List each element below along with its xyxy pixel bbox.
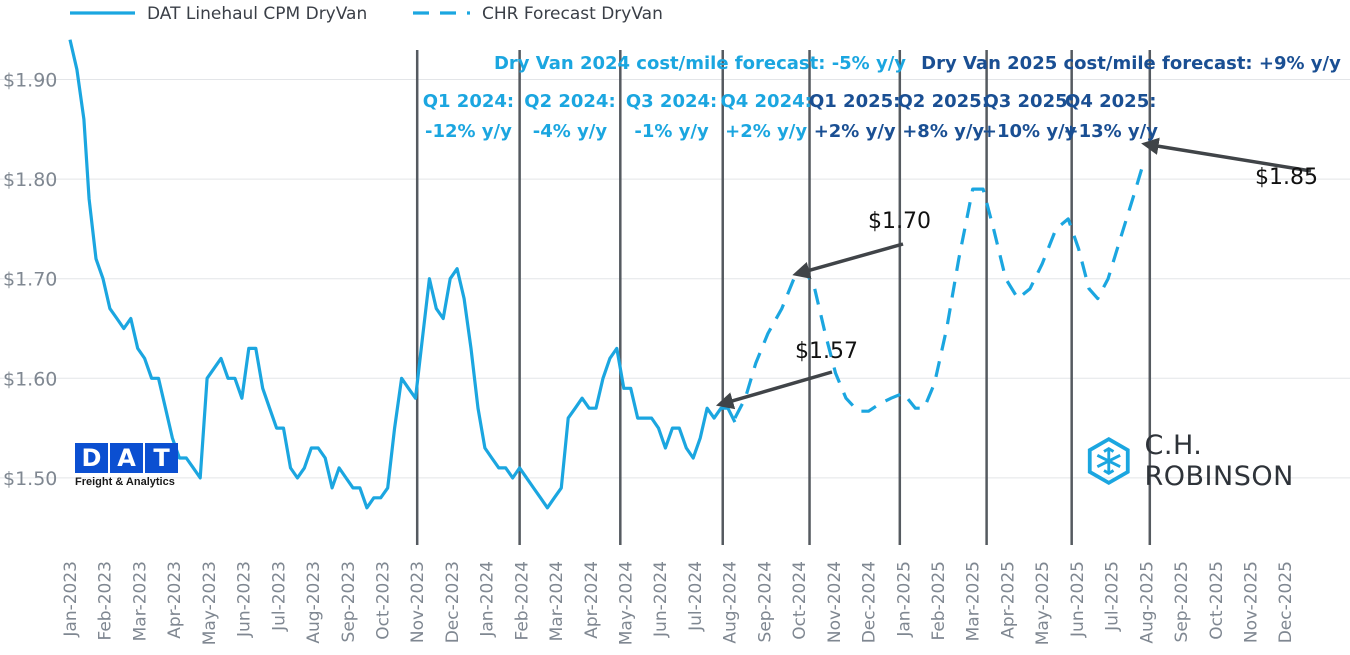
y-tick-label: $1.50 xyxy=(3,468,57,490)
x-tick-label: Jun-2024 xyxy=(651,561,671,638)
quarter-label: Q1 2024: xyxy=(423,91,514,112)
x-tick-label: Feb-2023 xyxy=(96,561,116,641)
annotation-label: $1.57 xyxy=(795,339,858,364)
x-tick-label: Apr-2025 xyxy=(998,561,1018,639)
x-tick-label: Mar-2023 xyxy=(130,561,150,641)
x-tick-label: Sep-2024 xyxy=(755,561,775,642)
legend: DAT Linehaul CPM DryVan CHR Forecast DryV… xyxy=(70,4,663,24)
x-tick-label: Oct-2023 xyxy=(373,561,393,640)
quarter-change: -1% y/y xyxy=(634,121,709,142)
annotation-label: $1.85 xyxy=(1255,165,1318,190)
x-tick-label: May-2023 xyxy=(200,561,220,645)
quarter-label: Q4 2024: xyxy=(720,91,811,112)
quarter-change: +13% y/y xyxy=(1063,121,1158,142)
x-tick-label: Aug-2023 xyxy=(304,561,324,644)
legend-label: DAT Linehaul CPM DryVan xyxy=(147,4,367,24)
quarter-label: Q2 2024: xyxy=(524,91,615,112)
dat-logo-letter: D xyxy=(75,443,108,473)
x-axis-ticks: Jan-2023 Feb-2023 Mar-2023 Apr-2023 May-2023… xyxy=(61,561,1296,645)
x-tick-label: Nov-2024 xyxy=(825,561,845,643)
x-tick-label: Oct-2024 xyxy=(790,561,810,640)
forecast-series-line xyxy=(733,158,1147,419)
x-tick-label: Apr-2023 xyxy=(165,561,185,639)
x-tick-label: Jun-2025 xyxy=(1068,561,1088,638)
quarter-change: +8% y/y xyxy=(902,121,984,142)
chr-logo-text: C.H. ROBINSON xyxy=(1144,430,1294,492)
dat-logo-letter: A xyxy=(110,443,143,473)
x-tick-label: Jan-2023 xyxy=(61,561,81,638)
quarter-change: -12% y/y xyxy=(425,121,512,142)
x-tick-label: Jul-2025 xyxy=(1103,561,1123,632)
quarter-change: +2% y/y xyxy=(725,121,807,142)
actual-series-line xyxy=(68,39,737,510)
x-tick-label: Sep-2023 xyxy=(339,561,359,642)
quarter-dividers xyxy=(415,50,1152,545)
x-tick-label: Aug-2025 xyxy=(1137,561,1157,644)
x-tick-label: Apr-2024 xyxy=(582,561,602,639)
dat-logo-subtitle: Freight & Analytics xyxy=(75,476,175,488)
quarter-change: +10% y/y xyxy=(982,121,1077,142)
chr-logo: C.H. ROBINSON xyxy=(1085,430,1350,492)
x-tick-label: Dec-2024 xyxy=(860,561,880,643)
x-tick-label: May-2024 xyxy=(617,561,637,645)
chr-cube-icon xyxy=(1087,436,1130,486)
x-tick-label: Feb-2025 xyxy=(929,561,949,641)
x-tick-label: Nov-2023 xyxy=(408,561,428,643)
x-tick-label: Jan-2025 xyxy=(894,561,914,638)
x-tick-label: Feb-2024 xyxy=(512,561,532,641)
quarter-headers: Dry Van 2024 cost/mile forecast: -5% y/y… xyxy=(423,53,1341,142)
dat-logo-letter: T xyxy=(145,443,178,473)
y-axis-ticks: $1.90 $1.80 $1.70 $1.60 $1.50 xyxy=(3,70,57,490)
x-tick-label: Dec-2023 xyxy=(443,561,463,643)
x-tick-label: Mar-2025 xyxy=(964,561,984,641)
x-tick-label: Oct-2025 xyxy=(1207,561,1227,640)
quarter-label: Q3 2025: xyxy=(983,91,1074,112)
x-tick-label: Jun-2023 xyxy=(235,561,255,638)
dat-logo: D A T Freight & Analytics xyxy=(75,443,183,493)
x-tick-label: Jul-2023 xyxy=(269,561,289,632)
quarter-label: Q3 2024: xyxy=(626,91,717,112)
x-tick-label: Mar-2024 xyxy=(547,561,567,641)
x-tick-label: May-2025 xyxy=(1033,561,1053,645)
quarter-label: Q2 2025: xyxy=(898,91,989,112)
annotations: $1.57 $1.70 $1.85 xyxy=(715,137,1318,410)
y-tick-label: $1.80 xyxy=(3,169,57,191)
x-tick-label: Sep-2025 xyxy=(1172,561,1192,642)
x-tick-label: Nov-2025 xyxy=(1241,561,1261,643)
quarter-change: -4% y/y xyxy=(533,121,608,142)
y-tick-label: $1.60 xyxy=(3,368,57,390)
quarter-label: Q4 2025: xyxy=(1065,91,1156,112)
x-tick-label: Dec-2025 xyxy=(1276,561,1296,643)
annotation-arrow xyxy=(715,370,833,410)
legend-label: CHR Forecast DryVan xyxy=(482,4,663,24)
x-tick-label: Jul-2024 xyxy=(686,561,706,632)
forecast-header: Dry Van 2025 cost/mile forecast: +9% y/y xyxy=(921,53,1341,74)
quarter-change: +2% y/y xyxy=(814,121,896,142)
annotation-arrow xyxy=(792,242,904,279)
annotation-arrow xyxy=(1141,137,1312,173)
x-tick-label: Aug-2024 xyxy=(721,561,741,644)
forecast-header: Dry Van 2024 cost/mile forecast: -5% y/y xyxy=(494,53,906,74)
y-tick-label: $1.90 xyxy=(3,70,57,92)
quarter-label: Q1 2025: xyxy=(809,91,900,112)
grid-lines xyxy=(0,79,1350,479)
x-tick-label: Jan-2024 xyxy=(478,561,498,638)
y-tick-label: $1.70 xyxy=(3,269,57,291)
annotation-label: $1.70 xyxy=(868,209,931,234)
